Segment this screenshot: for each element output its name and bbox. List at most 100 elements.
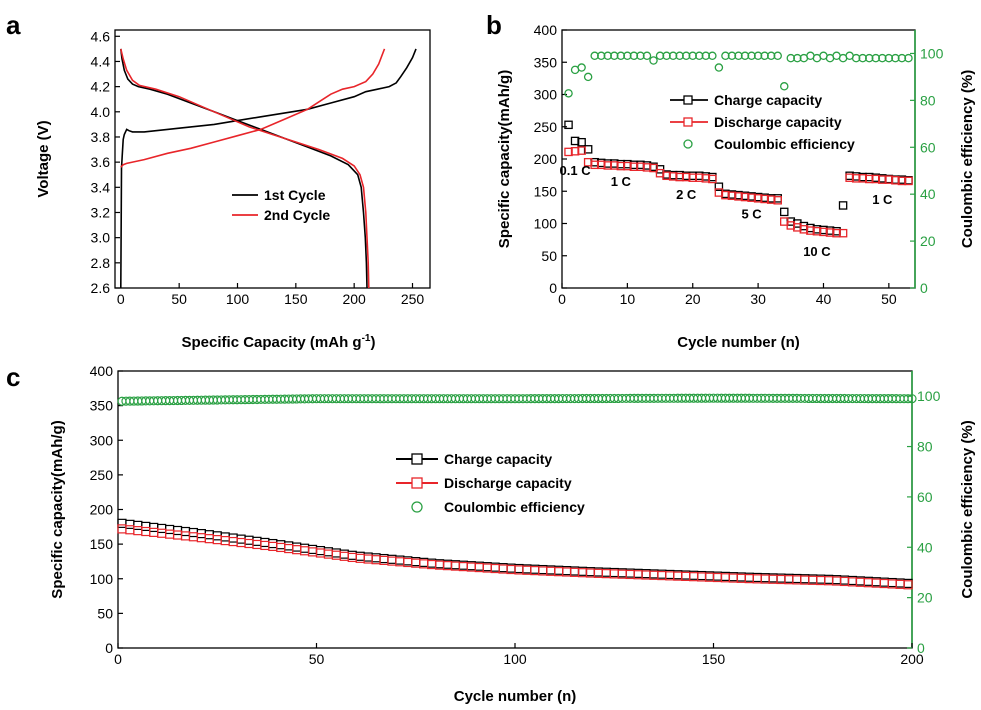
discharge-point bbox=[688, 173, 697, 182]
discharge-point bbox=[649, 163, 658, 173]
legend-marker bbox=[411, 477, 423, 489]
efficiency-point bbox=[780, 82, 789, 91]
x-tick-label: 100 bbox=[503, 651, 527, 667]
y-tick-label: 4.2 bbox=[91, 79, 111, 95]
efficiency-point bbox=[577, 63, 586, 72]
y-tick-label: 100 bbox=[534, 216, 558, 232]
y-axis-title: Specific capacity(mAh/g) bbox=[496, 70, 513, 248]
discharge-point bbox=[577, 146, 586, 155]
efficiency-point bbox=[603, 51, 613, 61]
discharge-point bbox=[590, 160, 599, 170]
charge-point bbox=[157, 523, 167, 534]
efficiency-point bbox=[903, 394, 913, 404]
x-tick-label: 20 bbox=[685, 291, 701, 307]
discharge-point bbox=[793, 223, 802, 232]
efficiency-point bbox=[564, 89, 573, 98]
discharge-point bbox=[825, 228, 835, 237]
series-line bbox=[120, 48, 368, 289]
x-tick-label: 100 bbox=[226, 291, 250, 307]
discharge-point bbox=[331, 550, 341, 560]
panel-label-c: c bbox=[6, 362, 20, 392]
discharge-point bbox=[596, 160, 606, 170]
legend-entry: 1st Cycle bbox=[264, 187, 326, 203]
discharge-point bbox=[636, 162, 645, 171]
efficiency-point bbox=[786, 53, 796, 63]
x-tick-label: 150 bbox=[284, 291, 308, 307]
charge-point bbox=[714, 182, 724, 191]
discharge-point bbox=[878, 175, 887, 184]
discharge-point bbox=[773, 196, 782, 205]
legend-entry: Coulombic efficiency bbox=[714, 136, 855, 152]
discharge-point bbox=[819, 227, 828, 237]
chart-c-cycling-stability: 0 50 100 150 2000501001502002503003504000204… bbox=[49, 363, 976, 705]
x-tick-label: 200 bbox=[900, 651, 924, 667]
discharge-point bbox=[747, 193, 756, 202]
y2-tick-label: 80 bbox=[917, 439, 933, 455]
discharge-point bbox=[292, 545, 302, 555]
y-tick-label: 2.8 bbox=[91, 255, 111, 271]
y2-tick-label: 0 bbox=[917, 640, 925, 656]
y-tick-label: 4.6 bbox=[91, 28, 111, 44]
series-line bbox=[120, 48, 370, 289]
efficiency-point bbox=[773, 51, 782, 61]
discharge-point bbox=[315, 548, 326, 558]
charge-point bbox=[260, 537, 270, 548]
discharge-point bbox=[753, 194, 763, 203]
y2-tick-label: 100 bbox=[917, 388, 941, 404]
discharge-point bbox=[117, 524, 127, 534]
discharge-point bbox=[165, 529, 175, 539]
discharge-point bbox=[149, 527, 159, 537]
discharge-point bbox=[760, 194, 769, 204]
x-tick-label: 50 bbox=[171, 291, 187, 307]
discharge-point bbox=[141, 526, 151, 537]
efficiency-point bbox=[904, 53, 913, 63]
discharge-point bbox=[623, 161, 632, 171]
efficiency-point bbox=[623, 51, 632, 61]
y-tick-label: 400 bbox=[534, 22, 558, 38]
legend-entry: Discharge capacity bbox=[714, 114, 842, 130]
y-tick-label: 4.0 bbox=[91, 104, 111, 120]
chart-a-voltage-profile: 0 50 100 150 200 250 2.6 2.8 3.0 3.2 3.4 3.6 3.8 4.0 4… bbox=[35, 28, 431, 351]
efficiency-point bbox=[766, 51, 776, 61]
charge-point bbox=[268, 538, 278, 549]
x-tick-label: 0 bbox=[558, 291, 566, 307]
efficiency-point bbox=[662, 51, 671, 61]
charge-point bbox=[371, 553, 381, 563]
discharge-point bbox=[347, 552, 357, 563]
discharge-point bbox=[379, 555, 389, 565]
y-tick-label: 0 bbox=[549, 280, 557, 296]
efficiency-point bbox=[629, 51, 639, 61]
y-tick-label: 3.6 bbox=[91, 154, 111, 170]
discharge-point bbox=[858, 174, 867, 183]
charge-point bbox=[323, 547, 334, 557]
discharge-point bbox=[268, 541, 278, 552]
discharge-point bbox=[252, 539, 262, 550]
legend-marker bbox=[411, 501, 423, 513]
efficiency-point bbox=[884, 53, 894, 63]
legend-entry: Charge capacity bbox=[714, 92, 822, 108]
x-axis-title: Cycle number (n) bbox=[677, 334, 800, 351]
legend-marker bbox=[411, 453, 423, 465]
discharge-point bbox=[662, 171, 671, 181]
discharge-point bbox=[133, 526, 143, 536]
charge-point bbox=[564, 120, 573, 130]
y-tick-label: 3.4 bbox=[91, 179, 111, 195]
rate-annotation: 1 C bbox=[611, 174, 632, 189]
discharge-point bbox=[701, 174, 711, 183]
charge-point bbox=[244, 535, 254, 545]
y-tick-label: 200 bbox=[90, 502, 114, 518]
discharge-point bbox=[564, 147, 573, 157]
discharge-point bbox=[583, 157, 593, 167]
discharge-point bbox=[299, 546, 310, 556]
discharge-point bbox=[708, 174, 717, 184]
y2-tick-label: 0 bbox=[920, 280, 928, 296]
discharge-point bbox=[695, 173, 704, 182]
discharge-point bbox=[371, 555, 381, 565]
plot-frame bbox=[114, 29, 431, 289]
efficiency-point bbox=[897, 53, 907, 63]
rate-annotation: 5 C bbox=[741, 206, 762, 221]
chart-b-rate-capability: 0 10 20 30 40 50 0 50 100 150 200 250 300 350 400 0 20 40… bbox=[496, 22, 976, 351]
discharge-point bbox=[610, 161, 619, 170]
charge-point bbox=[125, 519, 135, 529]
discharge-point bbox=[355, 553, 365, 563]
